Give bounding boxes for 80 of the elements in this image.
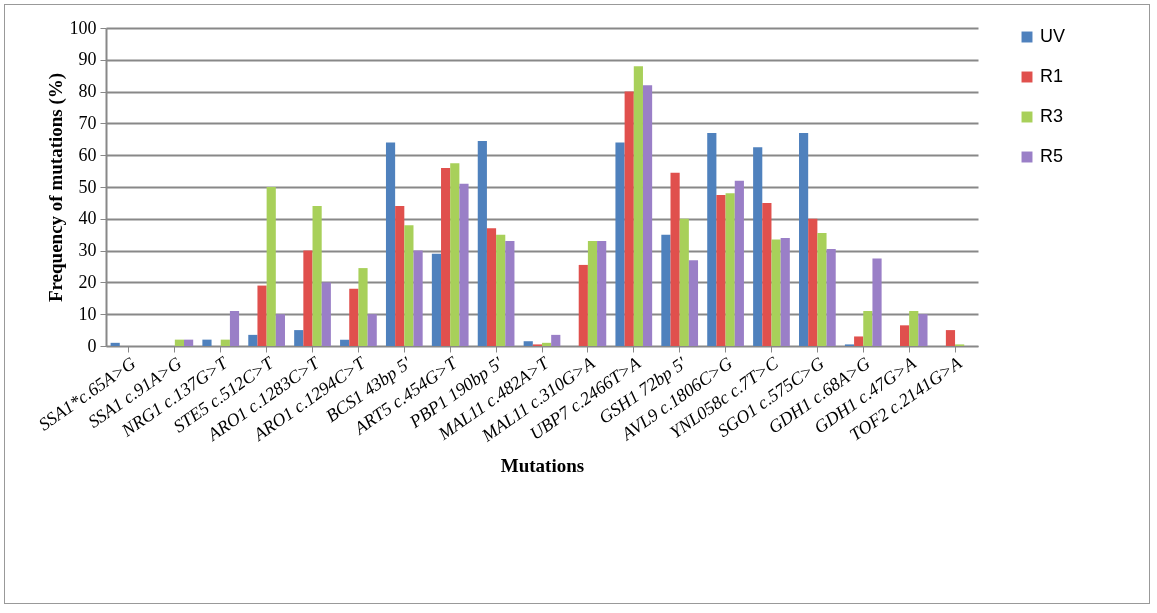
bar [496, 234, 506, 346]
bar [945, 330, 956, 346]
y-tick-label: 40 [78, 208, 97, 229]
y-tick-label: 100 [69, 17, 97, 38]
x-axis-title: Mutations [500, 455, 585, 477]
legend-label: UV [1040, 26, 1066, 46]
bar [826, 249, 836, 346]
y-tick-label: 10 [78, 303, 97, 324]
bar [349, 288, 359, 346]
y-tick-label: 70 [78, 112, 97, 133]
y-tick-label: 0 [87, 335, 97, 356]
y-tick-label: 50 [78, 176, 97, 197]
bar [229, 311, 240, 346]
bar [110, 342, 120, 346]
bar [817, 233, 827, 346]
bar [578, 264, 588, 346]
bar [872, 258, 882, 346]
bar [294, 330, 304, 346]
bar [184, 339, 194, 346]
bar [909, 311, 919, 346]
bar [863, 311, 873, 346]
bar [587, 241, 598, 346]
bar [642, 85, 653, 346]
bar [275, 314, 285, 346]
bar [321, 282, 331, 346]
bar [808, 218, 818, 346]
bar [385, 142, 396, 346]
bar [734, 180, 744, 346]
bar [899, 325, 910, 346]
legend-label: R5 [1040, 146, 1064, 166]
bar [312, 206, 322, 346]
bar [551, 334, 561, 346]
bar [395, 206, 405, 346]
legend-label: R3 [1040, 106, 1064, 126]
y-tick-label: 90 [78, 49, 97, 70]
bar [523, 341, 533, 346]
bar [688, 260, 699, 346]
bar [707, 132, 717, 346]
bar [413, 250, 423, 346]
bar [670, 172, 680, 346]
bar [780, 237, 790, 346]
bar [248, 334, 258, 346]
bar [367, 314, 377, 346]
y-axis-title: Frequency of mutations (%) [44, 72, 67, 303]
legend-label: R1 [1040, 66, 1064, 86]
bar [459, 183, 469, 346]
bar [854, 336, 864, 346]
bar [679, 218, 689, 346]
bar [174, 339, 185, 346]
y-tick-label: 80 [78, 81, 97, 102]
bar [220, 339, 230, 346]
bar [753, 147, 763, 346]
bar [303, 250, 313, 346]
bar [340, 339, 350, 346]
bar [762, 202, 772, 346]
bar [404, 225, 414, 346]
bar [266, 187, 276, 346]
bar [633, 66, 643, 346]
bar [615, 142, 625, 346]
bar [477, 140, 487, 346]
bar [542, 342, 552, 346]
bar [431, 253, 442, 346]
bar [358, 268, 368, 346]
bar [771, 239, 781, 346]
bar [486, 228, 497, 346]
bar [441, 167, 451, 346]
bar [725, 193, 735, 346]
y-tick-label: 20 [78, 271, 97, 292]
bar [505, 241, 515, 346]
bar [202, 339, 212, 346]
bar [799, 132, 809, 346]
y-tick-label: 60 [78, 144, 97, 165]
bar [597, 241, 607, 346]
bar [661, 234, 671, 346]
bar [450, 163, 460, 346]
bar [257, 285, 267, 346]
bar [624, 91, 634, 346]
bar [716, 194, 726, 346]
bar [918, 314, 928, 346]
y-tick-label: 30 [78, 240, 97, 261]
